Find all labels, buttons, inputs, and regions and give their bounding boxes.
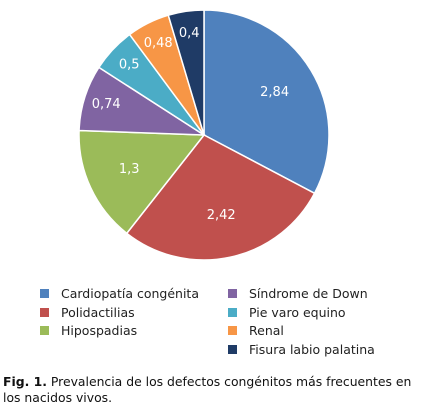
legend-swatch-2 <box>40 307 49 317</box>
pie-slice-3 <box>78 129 206 235</box>
legend-swatch-7 <box>228 344 237 354</box>
pie-slice-2 <box>125 134 316 261</box>
caption-text: Prevalencia de los defectos congénitos m… <box>3 374 412 405</box>
figure-caption: Fig. 1. Prevalencia de los defectos cong… <box>3 374 419 406</box>
legend-label-7: Fisura labio palatina <box>249 341 375 357</box>
legend-label-1: Cardiopatía congénita <box>61 286 199 301</box>
legend-label-3: Hipospadias <box>61 323 138 338</box>
legend-label-4: Síndrome de Down <box>249 286 368 301</box>
legend-swatch-5 <box>228 307 237 317</box>
pie-chart: 2,84 2,42 1,3 0,74 0,5 0,48 0,4 <box>78 9 330 261</box>
legend-swatch-6 <box>228 326 237 335</box>
legend-label-2: Polidactilias <box>61 304 135 320</box>
legend-swatch-4 <box>228 289 237 298</box>
legend-label-6: Renal <box>249 323 284 338</box>
legend-item-3: Hipospadias <box>40 322 137 340</box>
pie-data-label-2: 2,42 <box>207 208 236 223</box>
legend-item-6: Renal <box>228 322 284 340</box>
pie-data-label-3: 1,3 <box>119 162 140 177</box>
legend-item-4: Síndrome de Down <box>228 285 368 303</box>
legend-item-1: Cardiopatía congénita <box>40 285 199 303</box>
legend-item-2: Polidactilias <box>40 304 135 322</box>
legend-item-5: Pie varo equino <box>228 304 346 322</box>
pie-slices <box>78 9 330 261</box>
pie-data-label-7: 0,4 <box>179 26 200 41</box>
pie-data-labels: 2,84 2,42 1,3 0,74 0,5 0,48 0,4 <box>92 26 289 223</box>
pie-data-label-4: 0,74 <box>92 97 121 112</box>
pie-data-label-5: 0,5 <box>119 57 140 72</box>
caption-label: Fig. 1. <box>3 374 47 389</box>
pie-data-label-6: 0,48 <box>144 36 173 51</box>
pie-slice-7 <box>167 9 205 136</box>
legend-swatch-1 <box>40 289 49 298</box>
pie-slice-1 <box>203 9 330 195</box>
legend-item-7: Fisura labio palatina <box>228 341 375 359</box>
legend-swatch-3 <box>40 326 49 335</box>
chart-legend: Cardiopatía congénita Polidactilias Hiposp… <box>40 285 400 360</box>
legend-label-5: Pie varo equino <box>249 304 346 320</box>
pie-data-label-1: 2,84 <box>260 85 289 100</box>
